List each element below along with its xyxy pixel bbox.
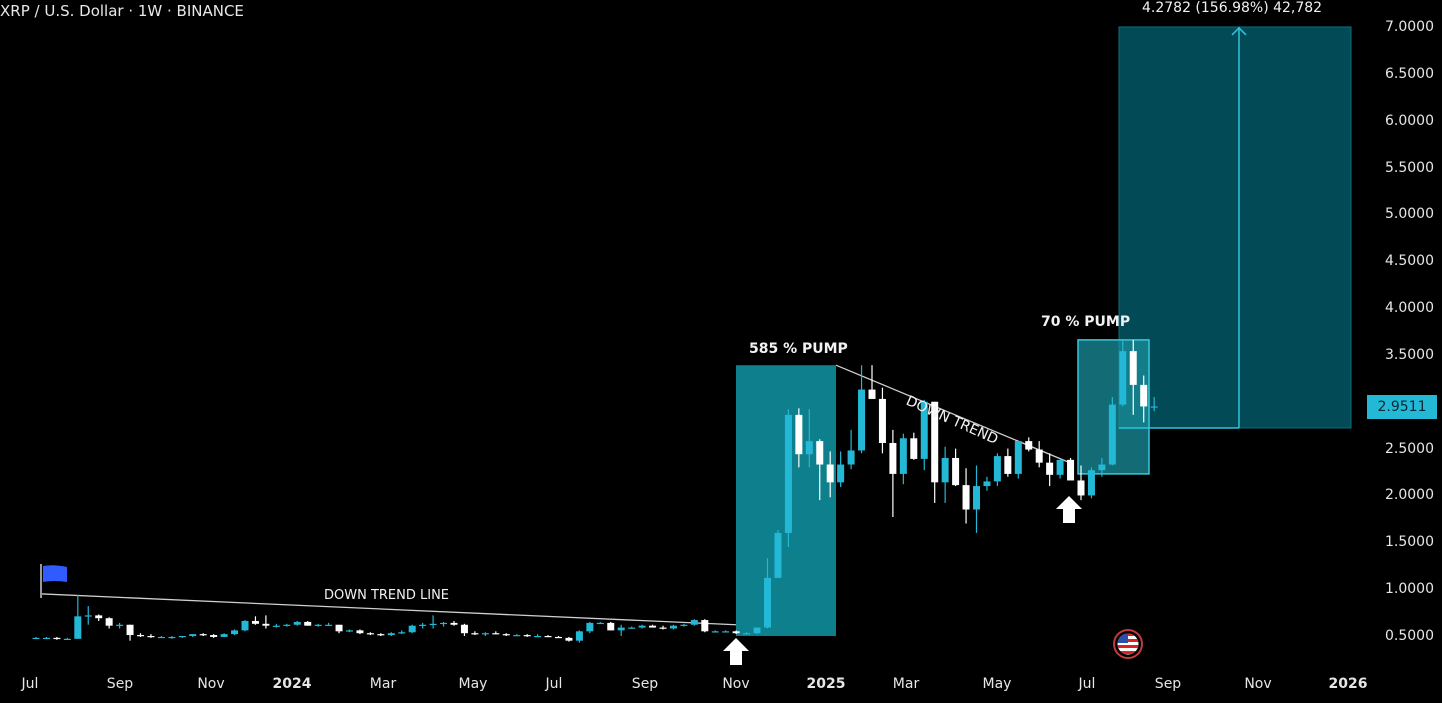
time-tick: Nov [1244,676,1272,692]
time-tick: 2025 [806,676,846,692]
time-tick: Mar [369,676,397,692]
price-tick: 6.0000 [1385,112,1434,129]
price-tick: 0.5000 [1385,628,1434,644]
time-tick: Jul [1078,676,1096,692]
price-tick: 3.5000 [1385,346,1434,363]
time-tick: 2026 [1328,676,1368,692]
time-tick: Nov [722,676,750,692]
price-tick: 5.0000 [1385,206,1434,223]
time-tick: Mar [892,676,920,692]
down-trend-line[interactable] [39,593,737,626]
price-tick: 2.5000 [1385,440,1434,457]
price-tick: 1.0000 [1385,581,1434,598]
down-trend-line-label: DOWN TREND LINE [324,588,450,603]
up-arrow-icon [1056,496,1082,523]
price-tick: 6.5000 [1385,65,1434,82]
price-tick: 4.0000 [1385,300,1434,317]
trend-lines [39,364,1073,626]
up-arrow-icon [723,638,749,665]
price-tick: 2.0000 [1385,487,1434,504]
signal-arrows [723,496,1082,665]
price-tick: 4.5000 [1385,253,1434,270]
target-projection-box[interactable] [1118,26,1352,429]
time-tick: Jul [545,676,563,692]
time-tick: Sep [631,676,659,692]
chart-title: XRP / U.S. Dollar · 1W · BINANCE [0,2,244,20]
time-tick: 2024 [272,676,312,692]
pump-2-label: 70 % PUMP [1041,314,1131,330]
flag-icon[interactable] [40,564,70,602]
price-tick: 1.5000 [1385,534,1434,551]
highlight-boxes [736,26,1352,636]
current-price-badge: 2.9511 [1367,395,1437,419]
down-trend-line-2[interactable] [835,364,1073,465]
candles [32,339,1158,643]
price-tick: 7.0000 [1385,18,1434,35]
target-projection-label: 4.2782 (156.98%) 42,782 [1142,0,1323,16]
time-tick: Nov [197,676,225,692]
time-tick: May [982,676,1012,692]
time-tick: Sep [106,676,134,692]
us-economic-event-icon[interactable] [1113,629,1143,663]
pump-1-label: 585 % PUMP [749,341,848,357]
time-tick: Jul [21,676,39,692]
time-tick: May [458,676,488,692]
price-tick: 5.5000 [1385,159,1434,176]
time-tick: Sep [1154,676,1182,692]
